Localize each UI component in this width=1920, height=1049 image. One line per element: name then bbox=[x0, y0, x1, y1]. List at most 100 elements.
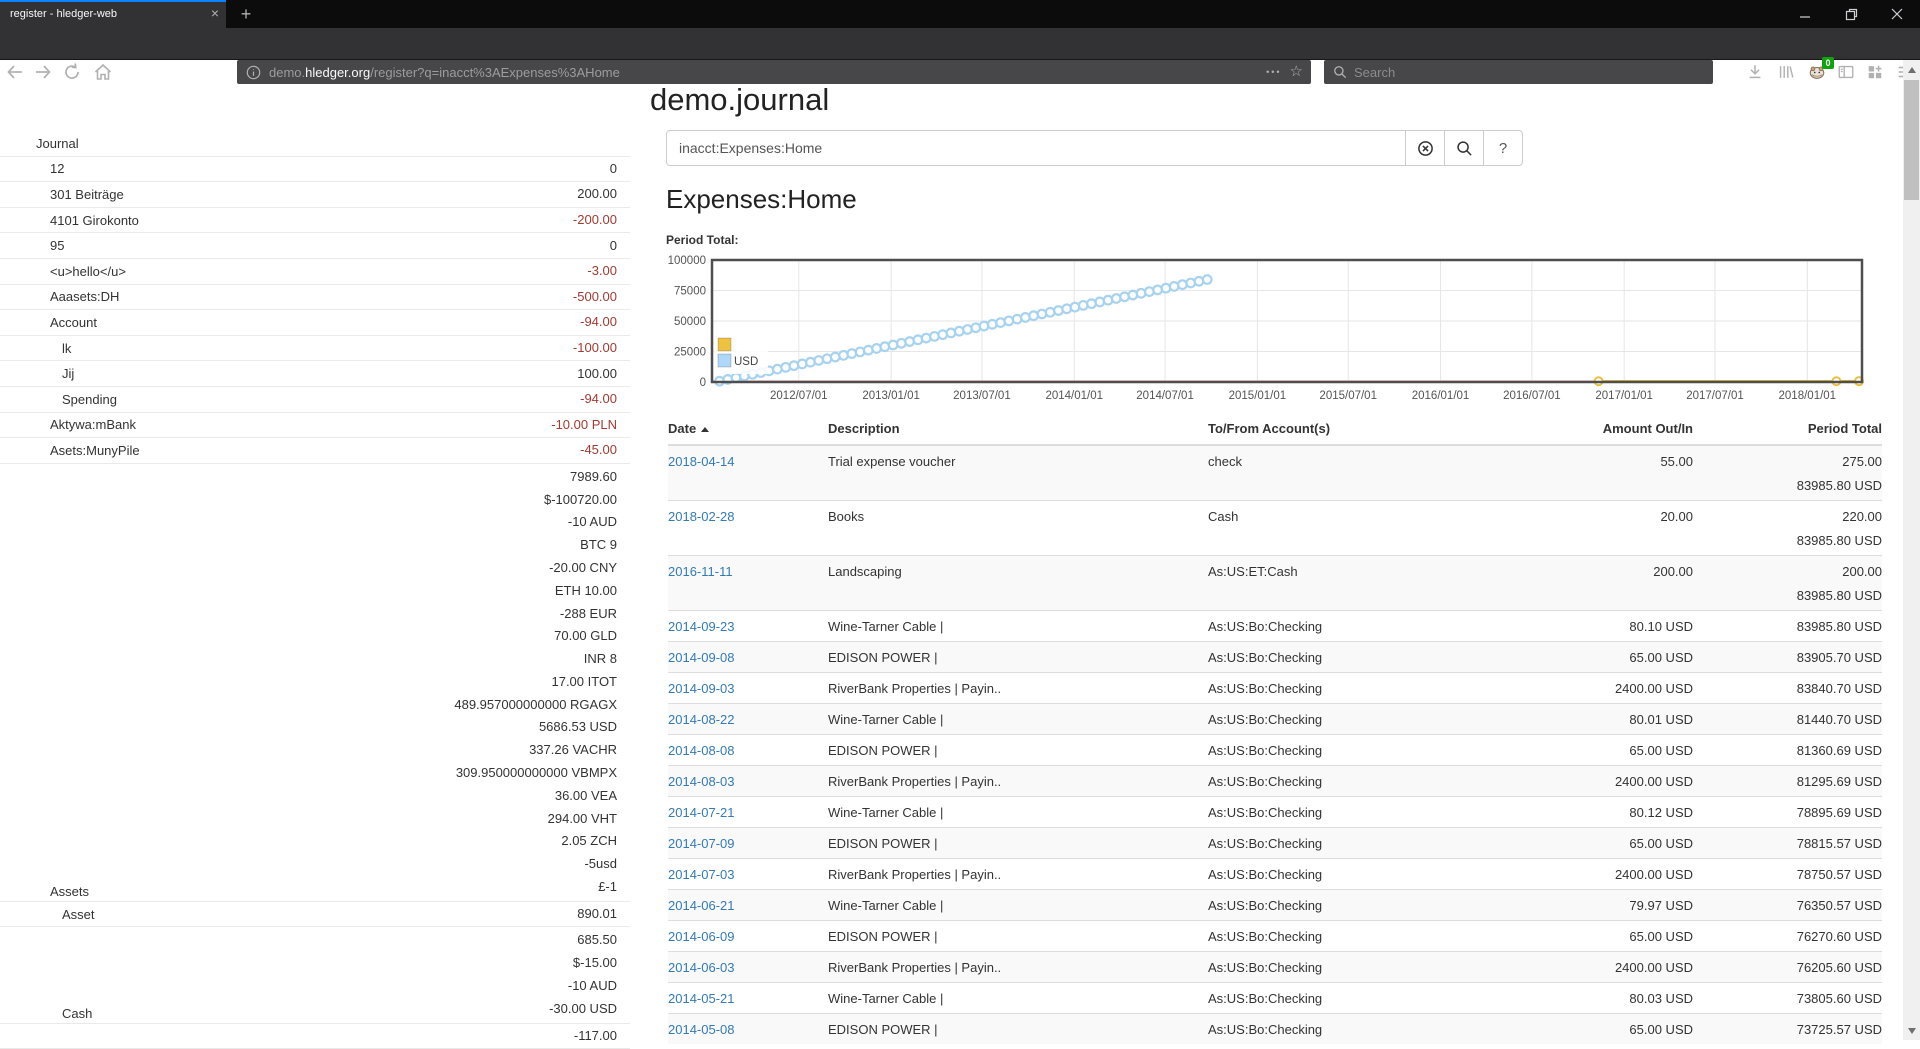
forward-icon[interactable] bbox=[32, 61, 54, 83]
balance-amount: -45.00 bbox=[580, 438, 617, 462]
search-help-button[interactable]: ? bbox=[1483, 130, 1523, 166]
balance-amount: 70.00 GLD bbox=[454, 625, 617, 648]
date-link[interactable]: 2016-11-11 bbox=[668, 564, 733, 579]
cell-description: EDISON POWER | bbox=[828, 828, 1208, 859]
x-tick-label: 2017/07/01 bbox=[1686, 390, 1744, 402]
balance-amount: 309.950000000000 VBMPX bbox=[454, 762, 617, 785]
x-tick-label: 2017/01/01 bbox=[1595, 390, 1653, 402]
new-tab-button[interactable]: + bbox=[234, 2, 258, 26]
account-name[interactable]: Assets bbox=[0, 884, 89, 899]
account-name[interactable]: Account bbox=[0, 315, 97, 330]
account-name[interactable]: Aaasets:DH bbox=[0, 289, 119, 304]
data-point bbox=[1120, 292, 1129, 301]
close-window-button[interactable] bbox=[1874, 0, 1920, 28]
date-link[interactable]: 2014-08-22 bbox=[668, 712, 735, 727]
restore-button[interactable] bbox=[1828, 0, 1874, 28]
data-point bbox=[1129, 291, 1138, 300]
query-input[interactable] bbox=[666, 130, 1406, 166]
browser-search-bar[interactable]: Search bbox=[1324, 60, 1713, 84]
date-link[interactable]: 2014-07-21 bbox=[668, 805, 735, 820]
scrollbar-down-arrow-icon[interactable] bbox=[1908, 1028, 1916, 1034]
scrollbar-thumb[interactable] bbox=[1904, 80, 1919, 200]
account-balance: -10.00 PLN bbox=[551, 413, 630, 437]
url-bar[interactable]: demo.hledger.org/register?q=inacct%3AExp… bbox=[237, 60, 1311, 84]
home-icon[interactable] bbox=[92, 61, 114, 83]
account-name[interactable]: 95 bbox=[0, 238, 64, 253]
legend-swatch bbox=[718, 338, 731, 351]
date-link[interactable]: 2014-07-09 bbox=[668, 836, 735, 851]
date-link[interactable]: 2014-08-03 bbox=[668, 774, 735, 789]
account-name[interactable]: 4101 Girokonto bbox=[0, 213, 139, 228]
cell-date: 2014-06-03 bbox=[668, 952, 828, 983]
cell-description: Landscaping bbox=[828, 556, 1208, 611]
date-link[interactable]: 2014-05-08 bbox=[668, 1022, 735, 1037]
library-icon[interactable] bbox=[1775, 61, 1797, 83]
account-name[interactable]: 301 Beiträge bbox=[0, 187, 124, 202]
cell-account: As:US:Bo:Checking bbox=[1208, 859, 1518, 890]
data-point bbox=[823, 354, 832, 363]
data-point bbox=[1195, 277, 1204, 286]
cell-description: RiverBank Properties | Payin.. bbox=[828, 673, 1208, 704]
cell-description: RiverBank Properties | Payin.. bbox=[828, 952, 1208, 983]
account-name[interactable]: Journal bbox=[0, 136, 79, 151]
account-name[interactable]: Asset bbox=[0, 907, 95, 922]
cell-period-total: 81360.69 USD bbox=[1693, 735, 1882, 766]
account-name[interactable]: Cash bbox=[0, 1006, 92, 1021]
table-row: 2014-06-03 RiverBank Properties | Payin..… bbox=[668, 952, 1882, 983]
submit-search-button[interactable] bbox=[1444, 130, 1484, 166]
site-info-icon[interactable] bbox=[237, 65, 269, 80]
date-link[interactable]: 2014-05-21 bbox=[668, 991, 735, 1006]
date-link[interactable]: 2014-06-09 bbox=[668, 929, 735, 944]
search-placeholder: Search bbox=[1354, 65, 1395, 80]
browser-tab[interactable]: register - hledger-web × bbox=[0, 0, 226, 28]
account-balance: 0 bbox=[610, 157, 630, 181]
date-link[interactable]: 2014-09-03 bbox=[668, 681, 735, 696]
cell-period-total: 78895.69 USD bbox=[1693, 797, 1882, 828]
url-text: demo.hledger.org/register?q=inacct%3AExp… bbox=[269, 65, 620, 80]
sidebar-account-row: lk-100.00 bbox=[0, 336, 630, 362]
account-name[interactable]: lk bbox=[0, 341, 71, 356]
account-name[interactable]: <u>hello</u> bbox=[0, 264, 126, 279]
cell-description: EDISON POWER | bbox=[828, 735, 1208, 766]
period-total-amount: 275.00 bbox=[1693, 454, 1882, 469]
data-point bbox=[1038, 310, 1047, 319]
account-name[interactable]: Asets:MunyPile bbox=[0, 443, 140, 458]
account-balance: -500.00 bbox=[573, 285, 630, 309]
account-name[interactable]: Spending bbox=[0, 392, 117, 407]
scrollbar-up-arrow-icon[interactable] bbox=[1908, 67, 1916, 73]
bookmark-star-icon[interactable]: ☆ bbox=[1288, 62, 1311, 82]
extensions-grid-icon[interactable] bbox=[1864, 61, 1886, 83]
date-link[interactable]: 2014-06-21 bbox=[668, 898, 735, 913]
account-name[interactable]: Jij bbox=[0, 366, 74, 381]
account-name[interactable]: 12 bbox=[0, 161, 64, 176]
back-icon[interactable] bbox=[4, 61, 26, 83]
minimize-button[interactable] bbox=[1782, 0, 1828, 28]
sidebar-toggle-icon[interactable] bbox=[1835, 61, 1857, 83]
x-tick-label: 2018/01/01 bbox=[1779, 390, 1837, 402]
data-point bbox=[831, 353, 840, 362]
column-header-account: To/From Account(s) bbox=[1208, 412, 1518, 445]
data-point bbox=[872, 344, 881, 353]
date-link[interactable]: 2014-07-03 bbox=[668, 867, 735, 882]
column-header-date[interactable]: Date bbox=[668, 412, 828, 445]
tab-close-icon[interactable]: × bbox=[211, 5, 219, 21]
date-link[interactable]: 2018-04-14 bbox=[668, 454, 735, 469]
page-scrollbar[interactable] bbox=[1903, 60, 1920, 1040]
date-link[interactable]: 2018-02-28 bbox=[668, 509, 735, 524]
account-balance: 890.01 bbox=[577, 902, 630, 926]
account-name[interactable]: Aktywa:mBank bbox=[0, 417, 136, 432]
clear-query-button[interactable] bbox=[1405, 130, 1445, 166]
reload-icon[interactable] bbox=[61, 61, 83, 83]
date-link[interactable]: 2014-08-08 bbox=[668, 743, 735, 758]
downloads-icon[interactable] bbox=[1744, 61, 1766, 83]
data-point bbox=[947, 329, 956, 338]
page-actions-icon[interactable]: ••• bbox=[1260, 67, 1287, 77]
date-link[interactable]: 2014-09-08 bbox=[668, 650, 735, 665]
date-link[interactable]: 2014-06-03 bbox=[668, 960, 735, 975]
date-link[interactable]: 2014-09-23 bbox=[668, 619, 735, 634]
